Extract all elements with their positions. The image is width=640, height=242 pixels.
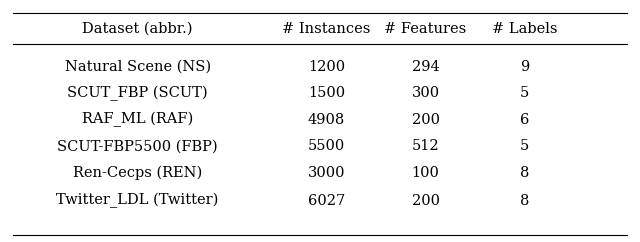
Text: 6: 6 xyxy=(520,113,529,127)
Text: 300: 300 xyxy=(412,86,440,100)
Text: # Instances: # Instances xyxy=(282,22,371,36)
Text: # Features: # Features xyxy=(385,22,467,36)
Text: 200: 200 xyxy=(412,113,440,127)
Text: 8: 8 xyxy=(520,194,529,208)
Text: 5: 5 xyxy=(520,139,529,153)
Text: 4908: 4908 xyxy=(308,113,345,127)
Text: SCUT_FBP (SCUT): SCUT_FBP (SCUT) xyxy=(67,85,208,101)
Text: 1200: 1200 xyxy=(308,60,345,74)
Text: Ren-Cecps (REN): Ren-Cecps (REN) xyxy=(73,166,202,180)
Text: 3000: 3000 xyxy=(308,166,345,180)
Text: # Labels: # Labels xyxy=(492,22,557,36)
Text: 8: 8 xyxy=(520,166,529,180)
Text: 100: 100 xyxy=(412,166,440,180)
Text: Natural Scene (NS): Natural Scene (NS) xyxy=(65,60,211,74)
Text: 294: 294 xyxy=(412,60,440,74)
Text: Twitter_LDL (Twitter): Twitter_LDL (Twitter) xyxy=(56,193,219,209)
Text: 1500: 1500 xyxy=(308,86,345,100)
Text: 512: 512 xyxy=(412,139,440,153)
Text: SCUT-FBP5500 (FBP): SCUT-FBP5500 (FBP) xyxy=(58,139,218,153)
Text: 5500: 5500 xyxy=(308,139,345,153)
Text: 5: 5 xyxy=(520,86,529,100)
Text: 6027: 6027 xyxy=(308,194,345,208)
Text: RAF_ML (RAF): RAF_ML (RAF) xyxy=(82,112,193,128)
Text: 9: 9 xyxy=(520,60,529,74)
Text: 200: 200 xyxy=(412,194,440,208)
Text: Dataset (abbr.): Dataset (abbr.) xyxy=(83,22,193,36)
